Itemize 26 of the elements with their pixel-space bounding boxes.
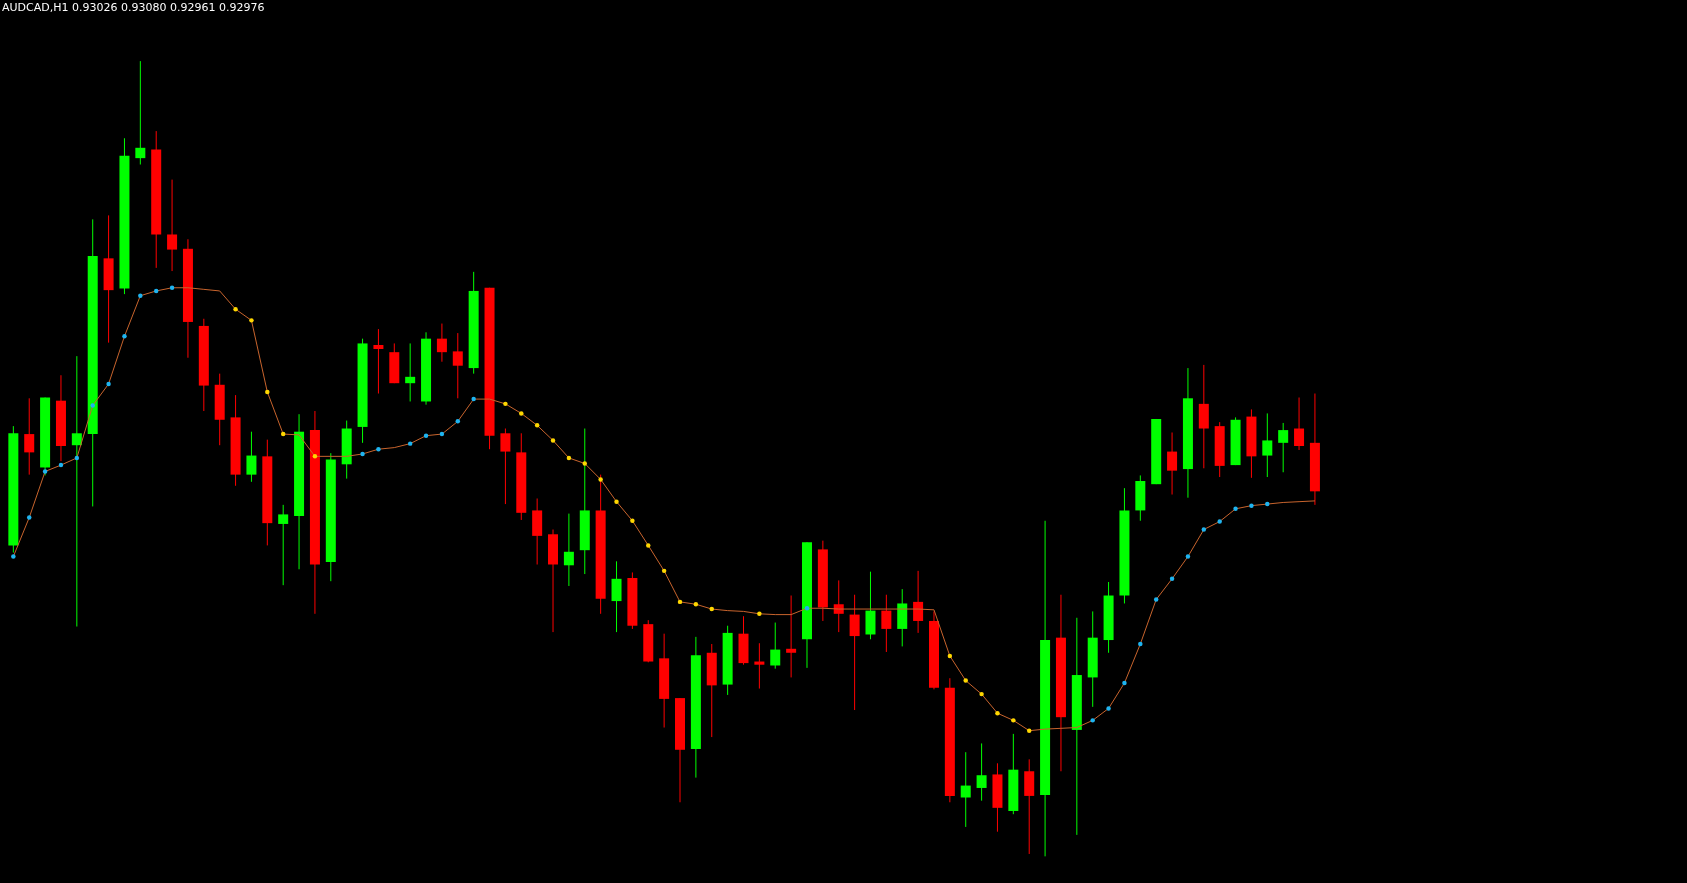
candlestick — [71, 355, 82, 628]
candlestick — [754, 642, 765, 690]
candlestick — [1278, 422, 1289, 473]
chart-title: AUDCAD,H1 0.93026 0.93080 0.92961 0.92976 — [2, 1, 265, 14]
candlestick — [373, 328, 384, 395]
candlestick — [849, 594, 860, 711]
candlestick — [881, 594, 892, 653]
candlestick — [976, 742, 987, 802]
candlestick — [405, 342, 416, 402]
candlestick — [611, 560, 622, 633]
candlestick — [1294, 397, 1305, 451]
candlestick — [167, 179, 178, 272]
candlestick — [452, 332, 463, 399]
candlestick — [246, 431, 257, 483]
candlestick — [960, 751, 971, 828]
candlestick — [563, 513, 574, 587]
candlestick — [865, 571, 876, 640]
candlestick — [1262, 412, 1273, 478]
candlestick — [436, 323, 447, 363]
candlestick — [1167, 431, 1178, 496]
candlestick — [500, 428, 511, 505]
candlestick — [24, 397, 35, 476]
candlestick — [278, 504, 289, 586]
candlestick — [786, 595, 797, 678]
candlestick — [770, 622, 781, 670]
candlestick — [135, 60, 146, 165]
